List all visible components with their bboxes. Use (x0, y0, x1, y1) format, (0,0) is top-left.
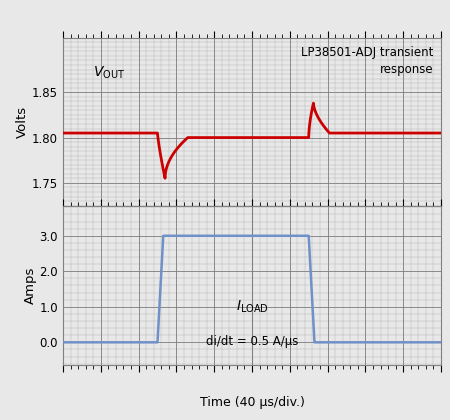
Text: di/dt = 0.5 A/μs: di/dt = 0.5 A/μs (206, 335, 298, 348)
Text: LP38501-ADJ transient
response: LP38501-ADJ transient response (301, 46, 433, 76)
Y-axis label: Amps: Amps (24, 267, 37, 304)
Text: $V_{\rm OUT}$: $V_{\rm OUT}$ (93, 64, 125, 81)
Text: Time (40 μs/div.): Time (40 μs/div.) (199, 396, 305, 409)
Y-axis label: Volts: Volts (16, 106, 29, 138)
Text: $I_{\rm LOAD}$: $I_{\rm LOAD}$ (236, 299, 268, 315)
